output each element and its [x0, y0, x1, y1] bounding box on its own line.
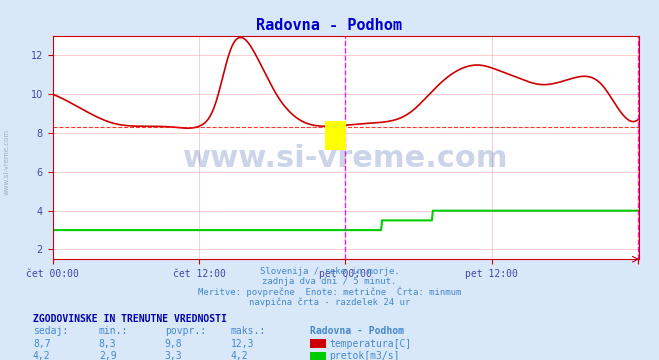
Text: maks.:: maks.:	[231, 326, 266, 336]
Text: temperatura[C]: temperatura[C]	[330, 339, 412, 349]
Text: povpr.:: povpr.:	[165, 326, 206, 336]
Text: zadnja dva dni / 5 minut.: zadnja dva dni / 5 minut.	[262, 277, 397, 287]
Text: pretok[m3/s]: pretok[m3/s]	[330, 351, 400, 360]
Text: 2,9: 2,9	[99, 351, 117, 360]
Text: Radovna - Podhom: Radovna - Podhom	[310, 326, 404, 336]
Text: Radovna - Podhom: Radovna - Podhom	[256, 18, 403, 33]
Text: 12,3: 12,3	[231, 339, 254, 349]
Text: 4,2: 4,2	[33, 351, 51, 360]
Text: 8,7: 8,7	[33, 339, 51, 349]
Text: navpična črta - razdelek 24 ur: navpična črta - razdelek 24 ur	[249, 297, 410, 307]
Text: 9,8: 9,8	[165, 339, 183, 349]
FancyBboxPatch shape	[326, 121, 346, 150]
Text: Slovenija / reke in morje.: Slovenija / reke in morje.	[260, 267, 399, 276]
Text: ZGODOVINSKE IN TRENUTNE VREDNOSTI: ZGODOVINSKE IN TRENUTNE VREDNOSTI	[33, 314, 227, 324]
Text: 3,3: 3,3	[165, 351, 183, 360]
Text: www.si-vreme.com: www.si-vreme.com	[183, 144, 509, 173]
Text: min.:: min.:	[99, 326, 129, 336]
Text: Meritve: povprečne  Enote: metrične  Črta: minmum: Meritve: povprečne Enote: metrične Črta:…	[198, 287, 461, 297]
Text: sedaj:: sedaj:	[33, 326, 68, 336]
Text: 4,2: 4,2	[231, 351, 248, 360]
Text: www.si-vreme.com: www.si-vreme.com	[3, 129, 10, 195]
Text: 8,3: 8,3	[99, 339, 117, 349]
